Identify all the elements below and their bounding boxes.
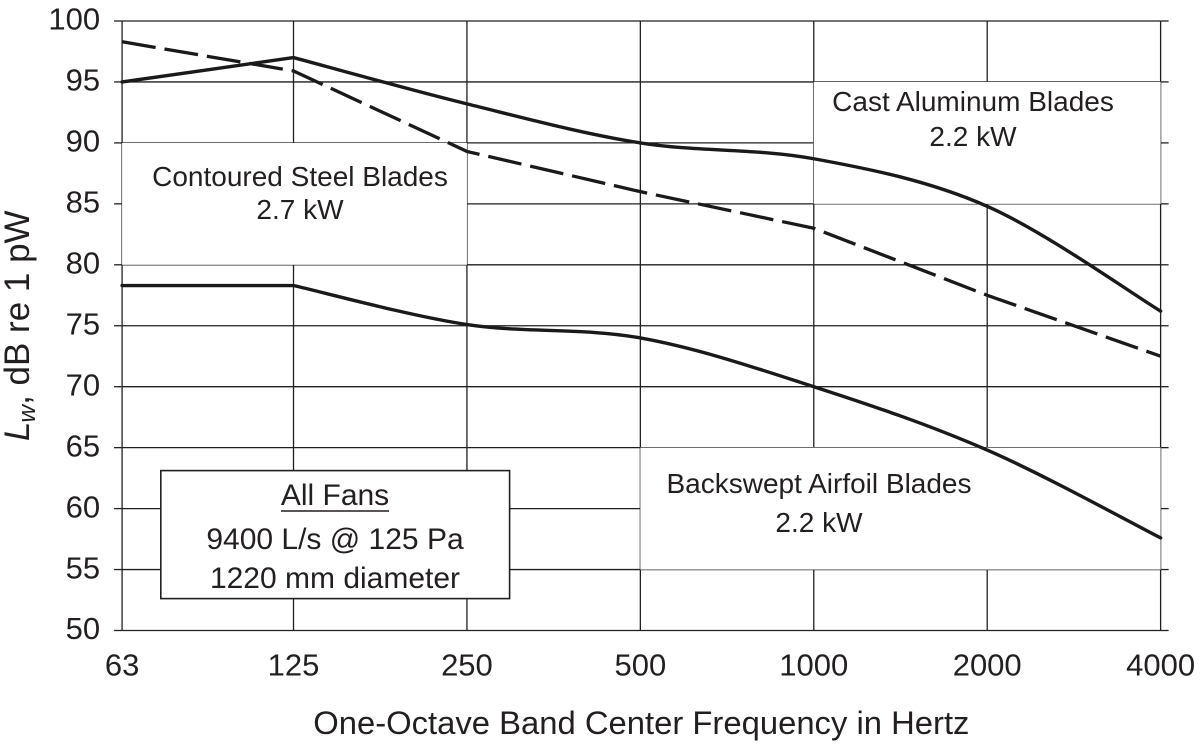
svg-text:1220 mm diameter: 1220 mm diameter (210, 562, 460, 595)
svg-text:All Fans: All Fans (281, 479, 389, 512)
svg-text:2.7 kW: 2.7 kW (256, 194, 344, 225)
svg-text:90: 90 (66, 124, 100, 159)
svg-text:2000: 2000 (953, 647, 1022, 682)
svg-text:50: 50 (66, 611, 100, 646)
svg-text:80: 80 (66, 246, 100, 281)
svg-text:2.2 kW: 2.2 kW (775, 507, 863, 538)
svg-text:75: 75 (66, 306, 100, 341)
svg-text:9400 L/s @ 125 Pa: 9400 L/s @ 125 Pa (206, 523, 464, 556)
svg-text:70: 70 (66, 367, 100, 402)
svg-text:4000: 4000 (1126, 647, 1195, 682)
svg-text:250: 250 (441, 647, 493, 682)
svg-text:60: 60 (66, 489, 100, 524)
svg-text:1000: 1000 (779, 647, 848, 682)
svg-text:55: 55 (66, 550, 100, 585)
svg-text:125: 125 (268, 647, 320, 682)
svg-text:Cast Aluminum Blades: Cast Aluminum Blades (832, 86, 1114, 117)
svg-text:One-Octave Band Center Frequen: One-Octave Band Center Frequency in Hert… (313, 704, 969, 741)
svg-text:100: 100 (48, 2, 100, 37)
svg-text:Backswept Airfoil Blades: Backswept Airfoil Blades (666, 468, 971, 499)
svg-text:Contoured Steel Blades: Contoured Steel Blades (152, 161, 448, 192)
svg-text:2.2 kW: 2.2 kW (929, 121, 1017, 152)
svg-text:85: 85 (66, 185, 100, 220)
svg-text:65: 65 (66, 428, 100, 463)
svg-text:95: 95 (66, 63, 100, 98)
svg-text:500: 500 (614, 647, 666, 682)
svg-text:63: 63 (105, 647, 139, 682)
